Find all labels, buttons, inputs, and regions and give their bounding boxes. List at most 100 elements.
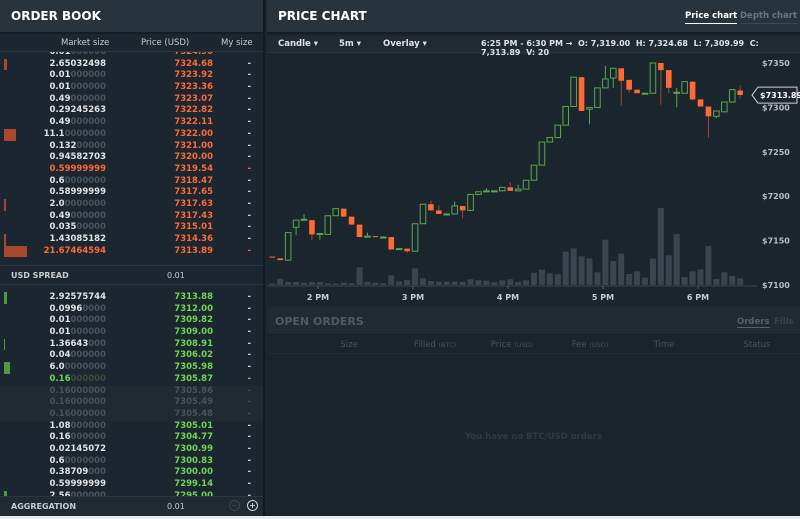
volume-bar — [380, 283, 387, 285]
bid-row[interactable]: 0.16000000 7304.77 - — [0, 432, 263, 444]
ask-row[interactable]: 0.59999999 7319.54 - — [0, 164, 263, 176]
tab-fills[interactable]: Fills — [774, 317, 794, 327]
ask-row[interactable]: 0.49000000 7322.11 - — [0, 117, 263, 129]
bid-row[interactable]: 2.56000000 7295.00 - — [0, 490, 263, 496]
volume-bar — [348, 283, 355, 285]
bids-list[interactable]: 2.92575744 7313.88-0.09960000 7312.00-0.01… — [0, 292, 263, 496]
bid-row[interactable]: 1.36643000 7308.91 - — [0, 338, 263, 351]
candle-body — [419, 203, 427, 225]
price: 7305.98 — [174, 362, 213, 373]
ask-row[interactable]: 0.03500000 7315.01 - — [0, 222, 263, 234]
overlay-dropdown[interactable]: Overlay ▾ — [383, 39, 427, 49]
volume-bar — [737, 278, 744, 285]
my-size: - — [247, 455, 251, 466]
size-digits: 11.1 — [43, 128, 65, 139]
ask-row[interactable]: 0.58999999 7317.65 - — [0, 187, 263, 199]
ask-row[interactable]: 0.29245263 7322.82 - — [0, 105, 263, 117]
bid-row[interactable]: 0.16000000 7305.48 - — [0, 408, 263, 421]
price: 7323.07 — [174, 93, 213, 104]
size-trailing-zeros: 0000000 — [64, 175, 106, 186]
candle-body — [586, 106, 593, 110]
ask-row[interactable]: 0.01000000 7324.90 - — [0, 52, 263, 59]
open-orders-title: OPEN ORDERS — [275, 315, 364, 328]
bid-row[interactable]: 2.92575744 7313.88 - — [0, 292, 263, 304]
my-size: - — [247, 128, 251, 139]
bid-row[interactable]: 1.08000000 7305.01 - — [0, 421, 263, 433]
bid-row[interactable]: 0.02145072 7300.99 - — [0, 444, 263, 456]
col-price: Price (USD) — [141, 38, 190, 48]
volume-bar — [293, 282, 300, 285]
order-book-panel: ORDER BOOK Market size Price (USD) My si… — [0, 0, 265, 516]
price: 7309.82 — [174, 315, 213, 326]
market-size: 0.16000000 — [50, 374, 106, 386]
candle-body — [634, 89, 640, 94]
size-digits: 0.16000000 — [49, 408, 106, 419]
bid-row[interactable]: 0.09960000 7312.00 - — [0, 304, 263, 316]
price-chart-header: PRICE CHART Price chart Depth chart — [267, 0, 800, 34]
volume-bar — [586, 258, 593, 285]
interval-dropdown[interactable]: 5m ▾ — [339, 39, 361, 49]
volume-bar — [602, 239, 609, 285]
tab-orders[interactable]: Orders — [737, 317, 770, 328]
size-digits: 1.08 — [49, 420, 71, 431]
volume-bar — [388, 275, 395, 285]
ask-row[interactable]: 0.01000000 7323.92 - — [0, 70, 263, 82]
candle-body — [269, 256, 276, 258]
candlestick-chart[interactable]: $7350 $7300 $7250 $7200 $7150 $7100 2 PM 3 PM 4 … — [267, 53, 800, 307]
market-size: 0.16000000 — [50, 409, 106, 421]
tab-price-chart[interactable]: Price chart — [685, 11, 738, 24]
column-header: Price (USD) — [491, 340, 533, 350]
size-trailing-zeros: 000 — [88, 467, 106, 478]
market-size: 0.49000000 — [50, 94, 106, 106]
candle-body — [467, 193, 474, 211]
ask-row[interactable]: 2.65032498 7324.68 - — [0, 58, 263, 71]
market-size: 0.16000000 — [50, 397, 106, 409]
price: 7322.82 — [174, 105, 213, 116]
ask-row[interactable]: 0.01000000 7323.36 - — [0, 82, 263, 94]
market-size: 1.43085182 — [50, 234, 106, 246]
candle-body — [737, 90, 743, 95]
market-size: 0.59999999 — [50, 164, 106, 176]
market-size: 0.29245263 — [50, 105, 106, 117]
bid-row[interactable]: 0.16000000 7305.86 - — [0, 385, 263, 398]
bid-row[interactable]: 0.38709000 7300.00 - — [0, 467, 263, 479]
size-digits: 0.58999999 — [49, 187, 106, 198]
candle-body — [546, 137, 554, 143]
bid-row[interactable]: 0.01000000 7309.00 - — [0, 327, 263, 339]
decrease-aggregation-button[interactable]: − — [229, 500, 240, 511]
chart-type-dropdown[interactable]: Candle ▾ — [278, 39, 318, 49]
price: 7305.49 — [174, 397, 213, 408]
spread-label: USD SPREAD — [11, 271, 69, 280]
column-unit: (USD) — [589, 341, 609, 349]
bid-row[interactable]: 6.00000000 7305.98 - — [0, 362, 263, 374]
ask-row[interactable]: 0.60000000 7318.47 - — [0, 176, 263, 188]
aggregation-label: AGGREGATION — [11, 502, 77, 511]
volume-bar — [594, 272, 601, 285]
ask-row[interactable]: 0.49000000 7323.07 - — [0, 94, 263, 106]
ask-row[interactable]: 0.49000000 7317.43 - — [0, 211, 263, 223]
bid-row[interactable]: 0.60000000 7300.83 - — [0, 456, 263, 468]
asks-list[interactable]: 0.01000000 7324.90-2.65032498 7324.68-0.01… — [0, 52, 263, 262]
volume-bar — [475, 280, 482, 285]
tab-depth-chart[interactable]: Depth chart — [740, 11, 798, 24]
volume-bar — [451, 281, 458, 285]
candle-body — [626, 79, 632, 90]
bid-row[interactable]: 0.16000000 7305.87 - — [0, 374, 263, 386]
my-size: - — [247, 210, 251, 221]
ask-row[interactable]: 1.43085182 7314.36 - — [0, 234, 263, 246]
volume-bar — [308, 282, 315, 285]
y-tick-label: $7150 — [762, 237, 790, 246]
ask-row[interactable]: 0.13200000 7321.00 - — [0, 141, 263, 153]
my-size: - — [247, 327, 251, 338]
ask-row[interactable]: 2.00000000 7317.63 - — [0, 198, 263, 211]
ask-row[interactable]: 11.10000000 7322.00 - — [0, 128, 263, 141]
bid-row[interactable]: 0.01000000 7309.82 - — [0, 315, 263, 327]
bid-row[interactable]: 0.59999999 7299.14 - — [0, 479, 263, 491]
bid-row[interactable]: 0.16000000 7305.49 - — [0, 397, 263, 409]
ask-row[interactable]: 21.67464594 7313.89 - — [0, 245, 263, 258]
ask-row[interactable]: 0.94582703 7320.00 - — [0, 152, 263, 164]
increase-aggregation-button[interactable]: + — [247, 500, 258, 511]
my-size: - — [247, 373, 251, 384]
bid-row[interactable]: 0.04000000 7306.02 - — [0, 350, 263, 362]
my-size: - — [247, 234, 251, 244]
